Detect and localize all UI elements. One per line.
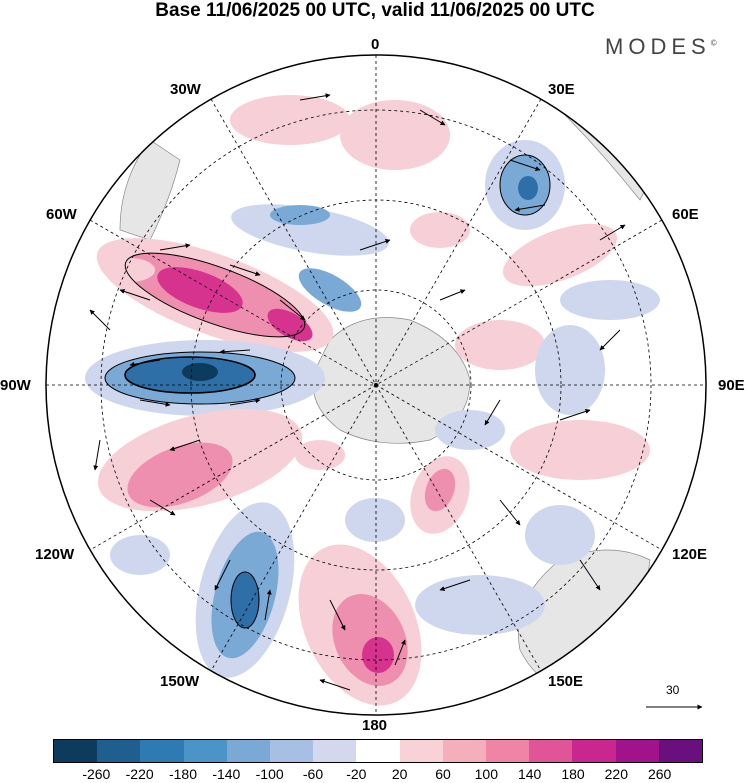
colorbar-swatch	[313, 740, 357, 762]
field-layer	[46, 55, 706, 715]
colorbar-tick-label: 140	[517, 766, 542, 782]
colorbar-tick-label: -180	[168, 766, 198, 782]
colorbar-swatch	[140, 740, 184, 762]
colorbar-tick-label: -60	[302, 766, 324, 782]
lon-label-30e: 30E	[548, 81, 575, 98]
colorbar-swatch	[270, 740, 314, 762]
lon-label-60e: 60E	[672, 206, 699, 223]
colorbar-swatch	[183, 740, 227, 762]
lon-label-90w: 90W	[0, 377, 31, 394]
colorbar-tick-label: -220	[125, 766, 154, 782]
wind-vectors	[89, 93, 626, 691]
colorbar-tick-label: -20	[346, 766, 367, 782]
colorbar-swatch	[399, 740, 443, 762]
colorbar-tick-label: 60	[435, 766, 451, 782]
colorbar-swatch	[658, 740, 703, 762]
colorbar-swatch	[226, 740, 271, 762]
colorbar-swatch	[442, 740, 487, 762]
anomaly-blobs	[85, 95, 660, 706]
colorbar-tick-label: -140	[212, 766, 241, 782]
map-title: Base 11/06/2025 00 UTC, valid 11/06/2025…	[155, 0, 595, 21]
vector-scale-label: 30	[666, 683, 680, 697]
colorbar-swatch	[529, 740, 573, 762]
colorbar-swatch	[486, 740, 530, 762]
colorbar-tick-label: -100	[255, 766, 284, 782]
lon-label-180: 180	[362, 717, 388, 734]
colorbar-tick-label: 180	[561, 766, 585, 782]
colorbar-swatch	[356, 740, 400, 762]
lon-label-60w: 60W	[46, 206, 77, 223]
modes-logo: MODES©	[605, 34, 717, 59]
lon-label-0: 0	[371, 36, 380, 53]
lon-label-150w: 150W	[160, 673, 200, 690]
colorbar-swatch	[97, 740, 141, 762]
colorbar-swatch	[54, 740, 98, 762]
lon-label-90e: 90E	[718, 377, 745, 394]
colorbar-ticks: -260 -220 -180 -140 -100 -60 -20 20 60 100 140 180 2…	[0, 766, 750, 783]
colorbar	[53, 739, 703, 763]
colorbar-tick-label: 260	[647, 766, 672, 782]
lon-label-120e: 120E	[672, 546, 708, 563]
colorbar-tick-label: 20	[391, 766, 408, 782]
colorbar-swatch	[572, 740, 616, 762]
colorbar-tick-label: 100	[474, 766, 499, 782]
lon-label-30w: 30W	[170, 81, 201, 98]
colorbar-swatch	[615, 740, 659, 762]
lon-label-120w: 120W	[35, 546, 75, 563]
contour-lines	[104, 154, 551, 629]
colorbar-tick-label: 220	[604, 766, 629, 782]
colorbar-tick-label: -260	[82, 766, 111, 782]
lon-label-150e: 150E	[548, 673, 584, 690]
map-boundary	[45, 54, 707, 716]
